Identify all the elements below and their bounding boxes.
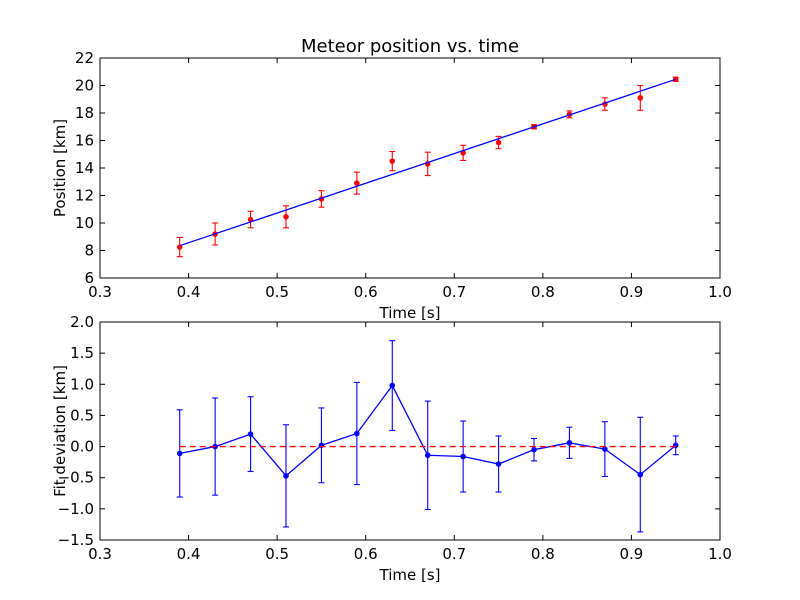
x-tick-label: 0.8 xyxy=(531,283,555,301)
chart-title: Meteor position vs. time xyxy=(301,36,519,57)
data-point xyxy=(389,158,396,164)
data-point xyxy=(424,452,431,459)
x-tick-label: 0.6 xyxy=(354,545,378,563)
y-tick-label: 14 xyxy=(75,159,94,177)
data-point xyxy=(354,180,360,186)
y-tick-label: 16 xyxy=(75,132,94,150)
y-tick-label: 8 xyxy=(84,242,94,260)
y-axis-label: Fit deviation [km] xyxy=(51,365,69,497)
y-tick-label: 0.5 xyxy=(70,406,94,424)
series-2 xyxy=(179,78,676,247)
x-tick-label: 0.7 xyxy=(442,545,466,563)
data-point xyxy=(602,446,608,452)
data-point xyxy=(176,450,183,457)
chart-panel-1 xyxy=(99,57,721,279)
x-tick-label: 0.9 xyxy=(619,545,643,563)
x-axis-label: Time [s] xyxy=(379,566,441,584)
data-point xyxy=(460,453,466,460)
series-line xyxy=(179,78,676,247)
data-point xyxy=(495,139,502,146)
y-tick-label: −0.5 xyxy=(58,469,94,487)
x-tick-label: 0.5 xyxy=(265,545,289,563)
data-point xyxy=(531,446,537,453)
data-point xyxy=(637,471,644,478)
y-tick-label: 22 xyxy=(75,49,94,67)
y-tick-label: 12 xyxy=(75,187,94,205)
x-axis-label: Time [s] xyxy=(379,304,441,322)
data-point xyxy=(637,95,644,101)
x-tick-label: 0.6 xyxy=(354,283,378,301)
data-point xyxy=(495,461,502,467)
x-tick-label: 0.8 xyxy=(531,545,555,563)
y-tick-label: 1.0 xyxy=(70,375,94,393)
plot-area xyxy=(100,322,720,540)
data-point xyxy=(389,382,396,389)
x-tick-label: 1.0 xyxy=(708,283,732,301)
y-tick-label: 0.0 xyxy=(70,438,94,456)
data-point xyxy=(283,214,289,220)
series-1 xyxy=(176,76,679,258)
y-tick-label: 10 xyxy=(75,214,94,232)
y-tick-label: −1.5 xyxy=(58,531,94,549)
y-tick-label: −1.0 xyxy=(58,500,94,518)
y-tick-label: 18 xyxy=(75,104,94,122)
x-tick-label: 0.4 xyxy=(177,283,201,301)
y-tick-label: 20 xyxy=(75,77,94,95)
x-tick-label: 0.9 xyxy=(619,283,643,301)
data-point xyxy=(566,440,573,446)
x-tick-label: 0.4 xyxy=(177,545,201,563)
x-tick-label: 0.3 xyxy=(88,545,112,563)
y-tick-label: 6 xyxy=(84,269,94,287)
x-tick-label: 0.3 xyxy=(88,283,112,301)
y-tick-label: 2.0 xyxy=(70,313,94,331)
axes-frame xyxy=(99,321,721,541)
chart-panel-2 xyxy=(99,321,721,541)
x-tick-label: 1.0 xyxy=(708,545,732,563)
data-point xyxy=(354,430,360,437)
y-tick-label: 1.5 xyxy=(70,344,94,362)
data-point xyxy=(247,431,254,437)
data-point xyxy=(283,473,289,479)
y-axis-label: Position [km] xyxy=(51,119,69,217)
x-tick-label: 0.5 xyxy=(265,283,289,301)
x-tick-label: 0.7 xyxy=(442,283,466,301)
